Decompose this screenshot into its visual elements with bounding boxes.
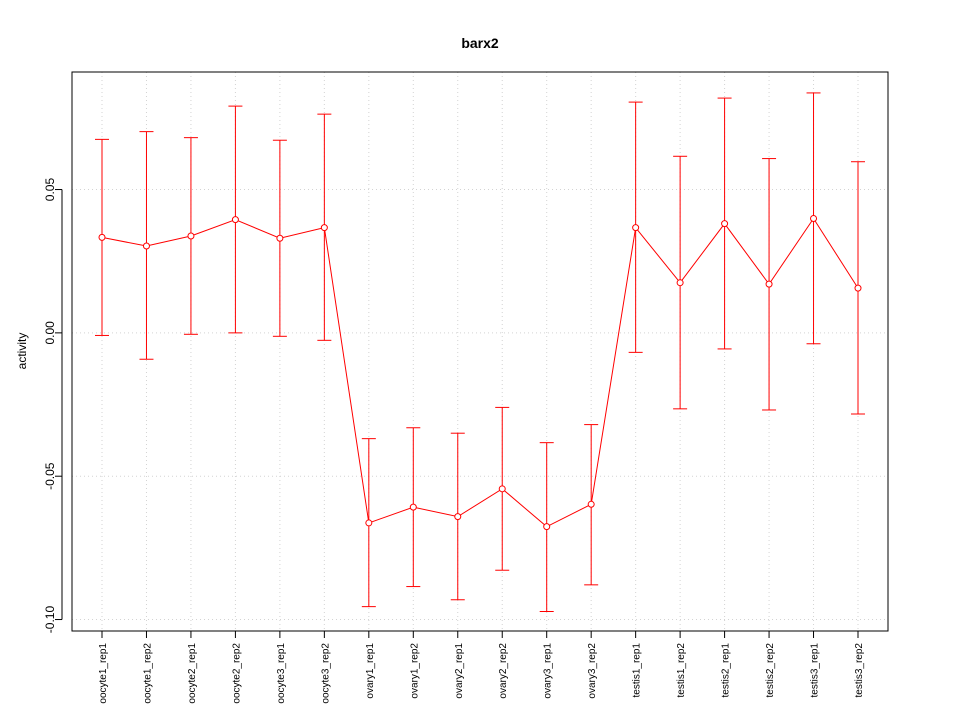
x-tick-label: ovary1_rep1 <box>365 643 376 699</box>
x-tick-label: ovary3_rep2 <box>587 643 598 699</box>
data-point <box>365 519 373 527</box>
data-point <box>187 232 195 240</box>
data-point <box>721 220 729 228</box>
x-tick-label: oocyte1_rep2 <box>142 643 153 704</box>
grid-lines <box>72 72 888 631</box>
x-tick-label: testis1_rep1 <box>632 643 643 698</box>
series <box>95 92 865 613</box>
chart-title: barx2 <box>461 35 499 51</box>
data-point <box>231 216 239 224</box>
data-point <box>676 279 684 287</box>
data-point <box>142 242 150 250</box>
data-point <box>320 224 328 232</box>
plot-frame <box>71 71 889 632</box>
x-tick-label: testis3_rep1 <box>810 643 821 698</box>
x-tick-label: oocyte1_rep1 <box>98 643 109 704</box>
x-tick-label: oocyte3_rep1 <box>276 643 287 704</box>
data-point <box>98 233 106 241</box>
x-tick-label: oocyte2_rep2 <box>231 643 242 704</box>
x-tick-label: oocyte3_rep2 <box>320 643 331 704</box>
y-axis: -0.10 -0.05 0.00 0.05 <box>43 178 63 634</box>
x-tick-label: ovary3_rep1 <box>543 643 554 699</box>
y-tick-label: 0.05 <box>43 178 57 202</box>
data-point <box>765 280 773 288</box>
data-point <box>454 513 462 521</box>
x-tick-label: oocyte2_rep1 <box>187 643 198 704</box>
x-tick-label: testis3_rep2 <box>854 643 865 698</box>
data-point <box>854 284 862 292</box>
data-point <box>587 500 595 508</box>
data-point <box>543 523 551 531</box>
x-tick-label: testis2_rep1 <box>721 643 732 698</box>
x-tick-label: ovary2_rep1 <box>454 643 465 699</box>
y-tick-label: 0.00 <box>43 321 57 345</box>
x-tick-label: ovary1_rep2 <box>409 643 420 699</box>
y-tick-label: -0.10 <box>43 606 57 634</box>
series-line <box>101 217 859 528</box>
data-point <box>810 214 818 222</box>
data-point <box>498 485 506 493</box>
x-tick-label: testis2_rep2 <box>765 643 776 698</box>
y-axis-label: activity <box>15 333 29 370</box>
y-tick-label: -0.05 <box>43 462 57 490</box>
x-tick-label: testis1_rep2 <box>676 643 687 698</box>
data-point <box>632 224 640 232</box>
data-point <box>409 503 417 511</box>
x-tick-label: ovary2_rep2 <box>498 643 509 699</box>
x-axis: oocyte1_rep1 oocyte1_rep2 oocyte2_rep1 oocy… <box>98 630 865 704</box>
data-point <box>276 234 284 242</box>
